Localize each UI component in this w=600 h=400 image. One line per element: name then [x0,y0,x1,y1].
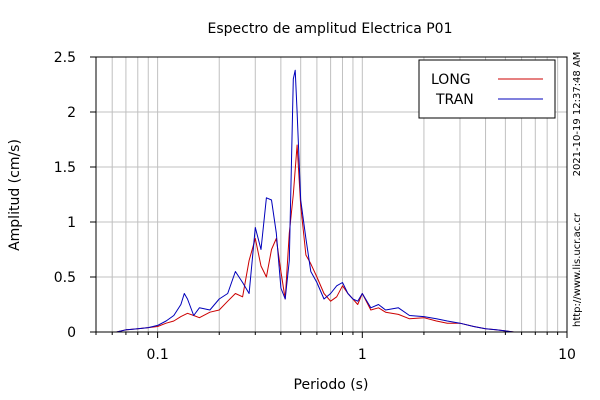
y-axis-ticks: 0 0.5 1 1.5 2 2.5 [54,50,96,341]
plot-frame [95,56,568,333]
source-url-label: http://www.lis.ucr.ac.cr [572,212,583,327]
y-tick-label: 0.5 [54,270,76,286]
x-tick-label: 10 [558,347,576,363]
y-tick-label: 1 [67,215,76,231]
y-tick-label: 2.5 [54,50,76,66]
x-axis-title: Periodo (s) [294,377,369,393]
legend: LONG TRAN [418,59,556,119]
series-line-tran [116,69,514,333]
x-axis-ticks: 0.1 1 10 [95,332,576,363]
chart-title: Espectro de amplitud Electrica P01 [208,21,453,37]
x-tick-label: 0.1 [146,347,168,363]
y-axis-title: Amplitud (cm/s) [7,139,23,251]
legend-label-tran: TRAN [435,92,474,108]
y-tick-label: 2 [67,105,76,121]
y-tick-label: 0 [67,325,76,341]
x-tick-label: 1 [358,347,367,363]
legend-box [418,59,556,119]
series-group [116,69,514,333]
timestamp-label: 2021-10-19 12:37:48 AM [572,52,583,177]
legend-label-long: LONG [431,72,471,88]
series-line-long [116,144,514,333]
y-tick-label: 1.5 [54,160,76,176]
